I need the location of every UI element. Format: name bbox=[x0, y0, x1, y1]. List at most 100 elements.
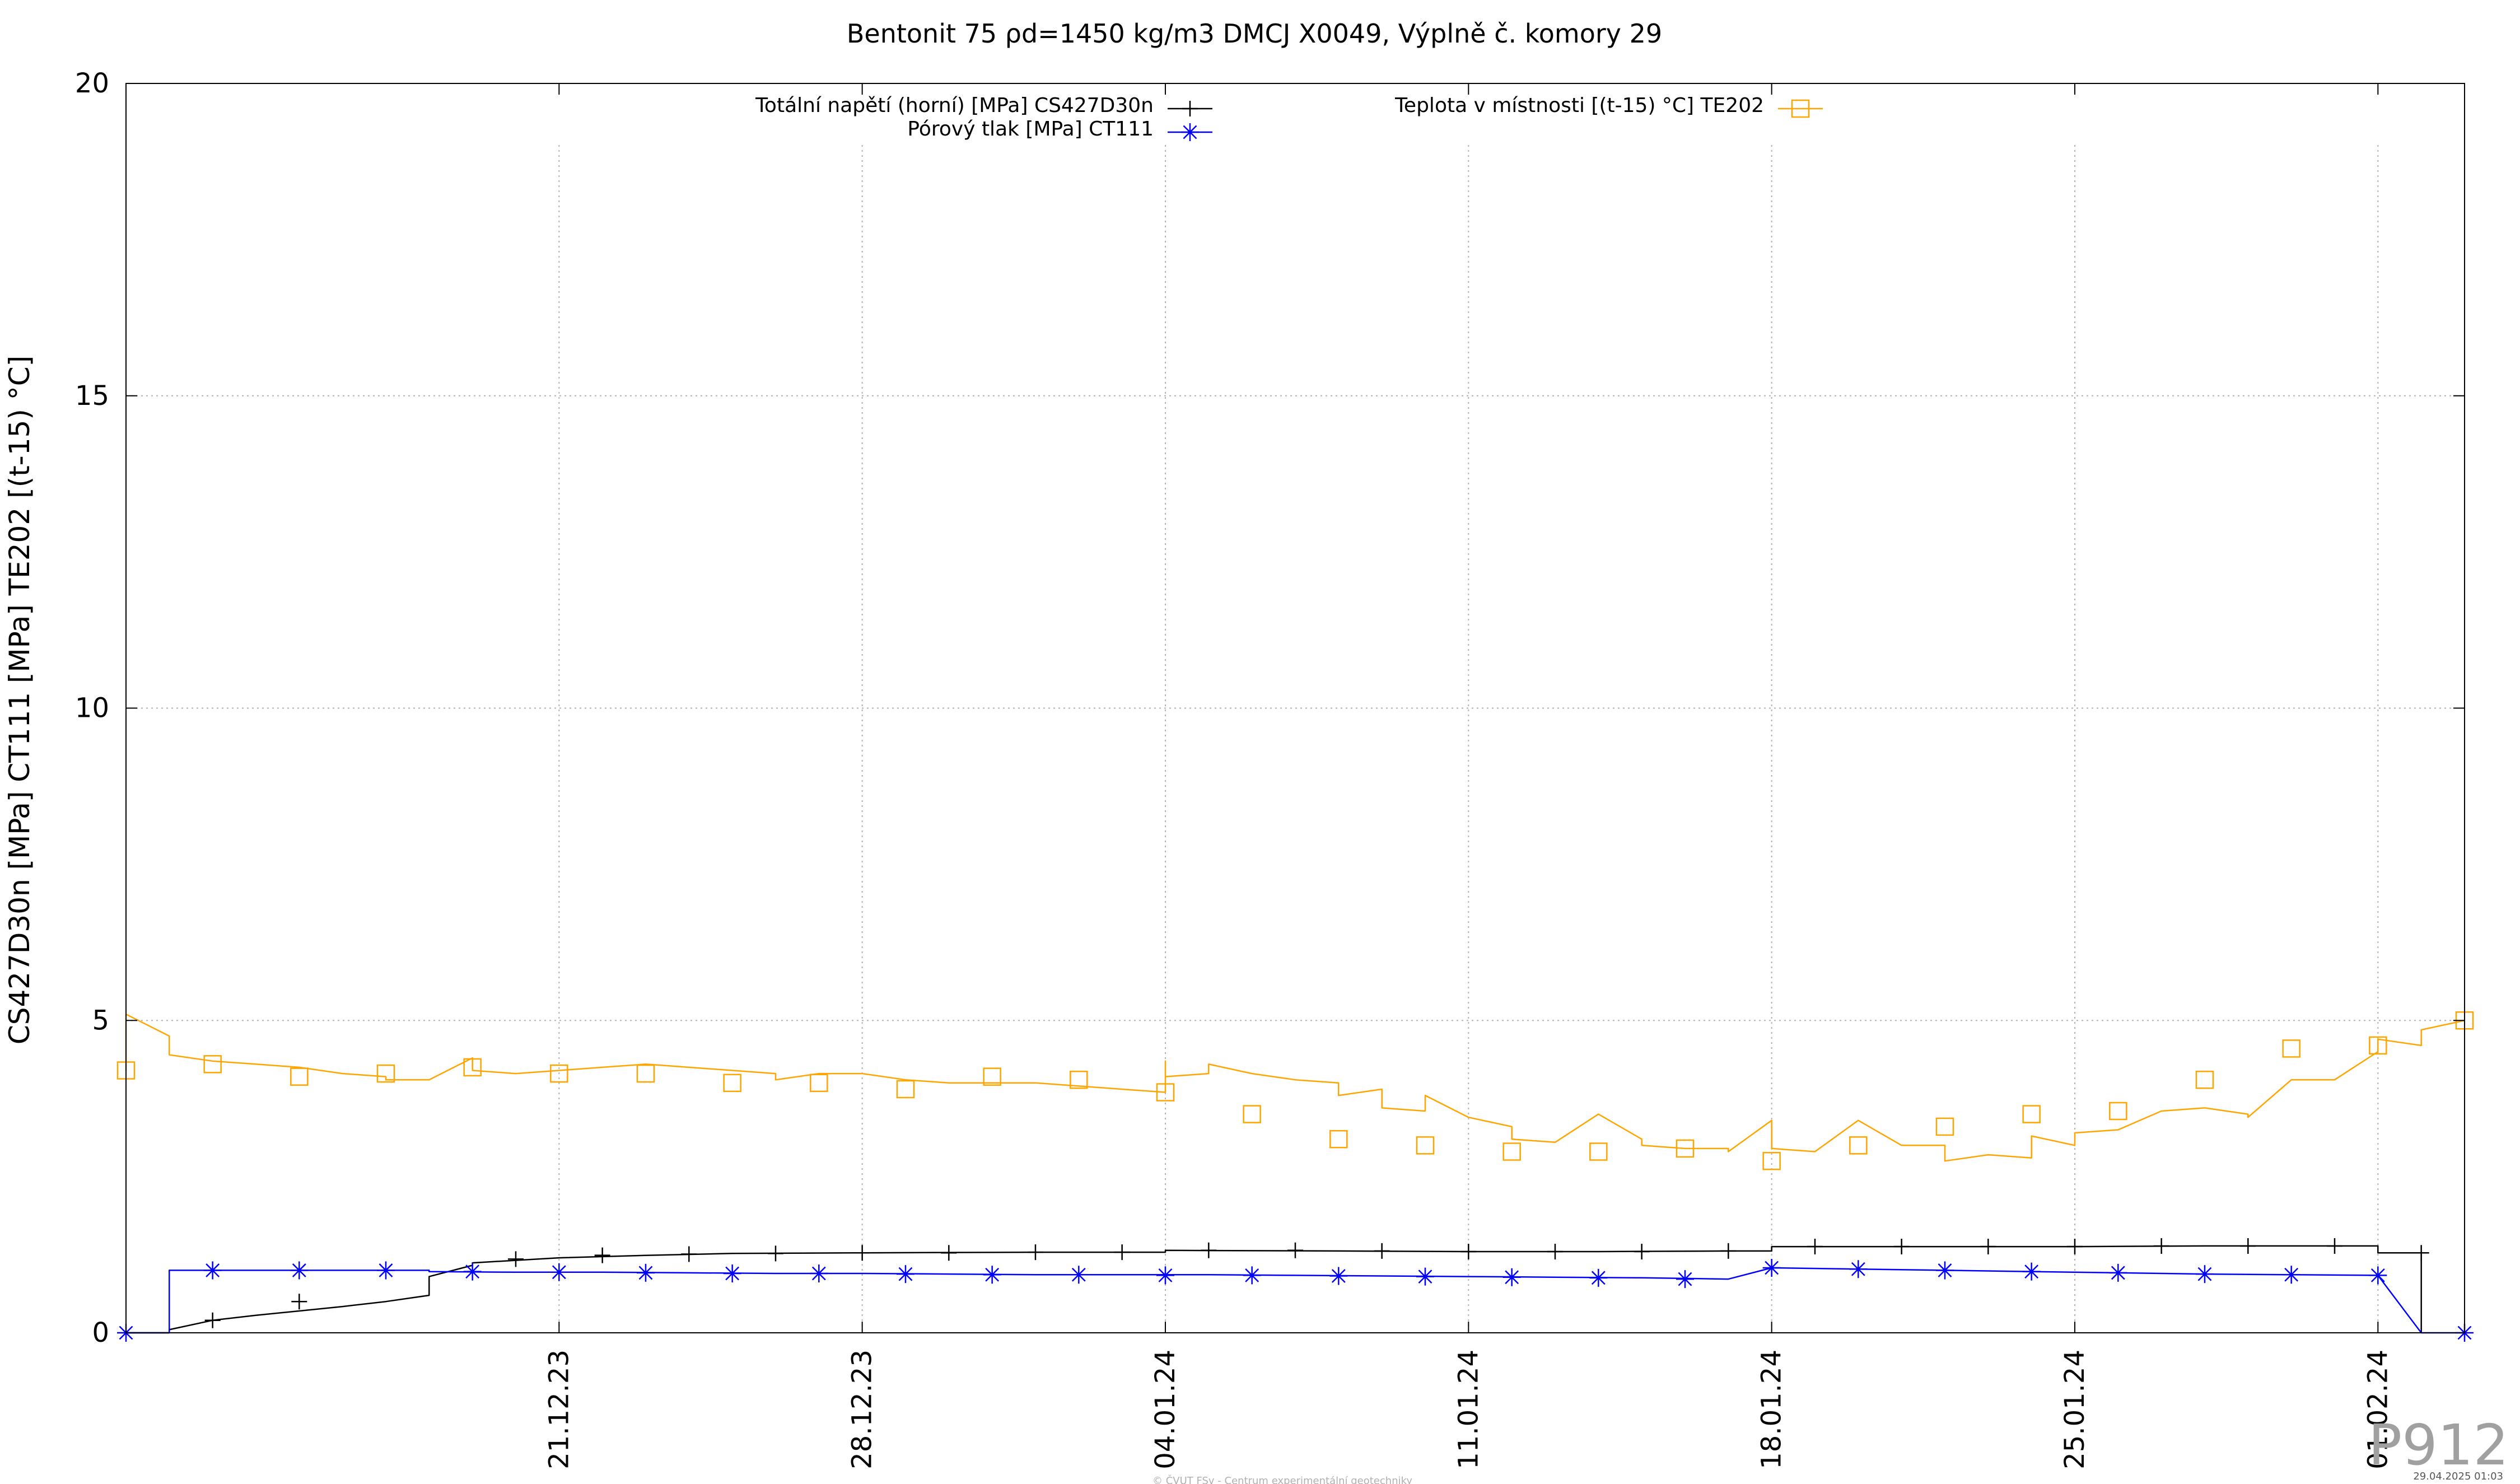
series-point-0 bbox=[1980, 1239, 1996, 1255]
legend-swatch-marker-2 bbox=[1791, 99, 1810, 118]
series-point-0 bbox=[854, 1245, 870, 1261]
series-point-2 bbox=[723, 1074, 741, 1093]
legend-swatch-marker-1 bbox=[1181, 123, 1199, 141]
series-point-0 bbox=[1807, 1239, 1823, 1255]
legend-label-0: Totální napětí (horní) [MPa] CS427D30n bbox=[755, 94, 1154, 117]
x-tick-label: 18.01.24 bbox=[1756, 1350, 1788, 1469]
series-layer bbox=[116, 1011, 2474, 1342]
chart-title: Bentonit 75 ρd=1450 kg/m3 DMCJ X0049, Vý… bbox=[847, 18, 1662, 49]
series-point-0 bbox=[1028, 1244, 1043, 1261]
series-point-1 bbox=[1156, 1266, 1174, 1285]
axis-ticks: 0 5 10 15 20 21.12.23 28.12.23 04.01.24 11.01.24… bbox=[75, 68, 2465, 1469]
series-point-2 bbox=[1502, 1142, 1521, 1161]
series-point-2 bbox=[983, 1067, 1001, 1086]
x-tick-label: 21.12.23 bbox=[543, 1350, 575, 1469]
series-group-1 bbox=[117, 1258, 2474, 1342]
series-point-2 bbox=[2109, 1102, 2127, 1121]
series-point-0 bbox=[941, 1245, 957, 1261]
series-point-2 bbox=[1243, 1105, 1261, 1123]
series-point-2 bbox=[2195, 1070, 2214, 1089]
series-point-0 bbox=[1720, 1243, 1737, 1259]
series-point-2 bbox=[1762, 1151, 1781, 1170]
series-point-1 bbox=[2196, 1265, 2214, 1284]
legend: Totální napětí (horní) [MPa] CS427D30nPó… bbox=[755, 94, 1823, 141]
grid-lines bbox=[126, 145, 2465, 1333]
series-point-2 bbox=[2369, 1036, 2387, 1055]
series-point-1 bbox=[1762, 1258, 1781, 1277]
series-point-0 bbox=[2067, 1239, 2083, 1255]
series-point-1 bbox=[1849, 1260, 1868, 1278]
series-point-0 bbox=[768, 1245, 783, 1262]
series-point-1 bbox=[1936, 1261, 1954, 1280]
series-point-1 bbox=[463, 1262, 482, 1281]
series-point-0 bbox=[508, 1251, 524, 1267]
series-point-1 bbox=[1502, 1268, 1521, 1286]
series-point-2 bbox=[550, 1064, 568, 1083]
series-point-1 bbox=[203, 1261, 222, 1280]
legend-label-1: Pórový tlak [MPa] CT111 bbox=[907, 118, 1154, 141]
series-point-1 bbox=[1589, 1268, 1608, 1287]
series-line-0 bbox=[126, 1245, 2422, 1334]
series-point-1 bbox=[1243, 1266, 1261, 1285]
series-point-0 bbox=[2153, 1238, 2169, 1254]
series-point-0 bbox=[681, 1246, 697, 1262]
series-point-0 bbox=[1460, 1243, 1477, 1259]
series-point-0 bbox=[1547, 1243, 1563, 1259]
series-point-1 bbox=[2369, 1266, 2387, 1285]
series-point-0 bbox=[1893, 1239, 1910, 1255]
series-point-2 bbox=[810, 1074, 828, 1093]
series-group-2 bbox=[116, 1011, 2474, 1170]
series-point-2 bbox=[2022, 1105, 2041, 1123]
series-point-1 bbox=[377, 1261, 395, 1280]
series-point-2 bbox=[1935, 1117, 1954, 1136]
series-group-0 bbox=[126, 1238, 2429, 1334]
series-point-0 bbox=[1374, 1243, 1390, 1259]
x-tick-label: 01.02.24 bbox=[2362, 1350, 2393, 1469]
series-point-2 bbox=[896, 1080, 915, 1099]
y-axis-label: CS427D30n [MPa] CT111 [MPa] TE202 [(t-15… bbox=[3, 356, 36, 1044]
series-point-0 bbox=[2240, 1238, 2256, 1254]
series-point-1 bbox=[1329, 1267, 1348, 1285]
x-tick-label: 04.01.24 bbox=[1150, 1350, 1181, 1469]
series-point-0 bbox=[2327, 1238, 2342, 1254]
series-point-1 bbox=[1070, 1266, 1088, 1284]
series-point-1 bbox=[2022, 1262, 2041, 1281]
series-point-0 bbox=[1114, 1244, 1130, 1261]
series-point-2 bbox=[1849, 1136, 1868, 1155]
series-point-2 bbox=[1676, 1139, 1695, 1158]
series-point-0 bbox=[1287, 1242, 1303, 1258]
series-point-0 bbox=[1634, 1243, 1650, 1259]
series-point-2 bbox=[1416, 1136, 1435, 1155]
x-tick-label: 28.12.23 bbox=[847, 1350, 878, 1469]
y-tick-label: 20 bbox=[75, 68, 109, 99]
series-point-2 bbox=[1329, 1130, 1348, 1149]
series-point-1 bbox=[1416, 1267, 1434, 1286]
series-point-2 bbox=[636, 1064, 655, 1083]
y-tick-label: 5 bbox=[92, 1005, 109, 1036]
series-point-2 bbox=[463, 1058, 482, 1077]
series-point-2 bbox=[2282, 1039, 2300, 1058]
series-point-1 bbox=[983, 1266, 1001, 1284]
y-tick-label: 15 bbox=[75, 380, 109, 412]
watermark-label: P912 bbox=[2368, 1412, 2509, 1478]
series-point-1 bbox=[2109, 1263, 2127, 1282]
series-point-2 bbox=[1589, 1142, 1608, 1161]
series-point-0 bbox=[204, 1312, 221, 1328]
series-line-2 bbox=[125, 1013, 2465, 1162]
series-point-0 bbox=[594, 1247, 610, 1263]
series-point-1 bbox=[550, 1263, 568, 1281]
series-point-2 bbox=[290, 1067, 309, 1086]
y-tick-label: 10 bbox=[75, 693, 109, 724]
x-tick-label: 11.01.24 bbox=[1453, 1350, 1484, 1469]
legend-swatch-marker-0 bbox=[1182, 101, 1198, 116]
footer-credit: © ČVUT FSv - Centrum experimentální geot… bbox=[1152, 1474, 1412, 1484]
series-point-1 bbox=[810, 1264, 828, 1283]
series-point-0 bbox=[291, 1294, 307, 1310]
series-point-2 bbox=[203, 1055, 222, 1074]
series-point-0 bbox=[1201, 1242, 1217, 1258]
legend-label-2: Teplota v místnosti [(t-15) °C] TE202 bbox=[1394, 94, 1764, 117]
series-point-1 bbox=[723, 1264, 741, 1283]
series-point-2 bbox=[1070, 1070, 1088, 1089]
series-point-1 bbox=[897, 1265, 914, 1284]
